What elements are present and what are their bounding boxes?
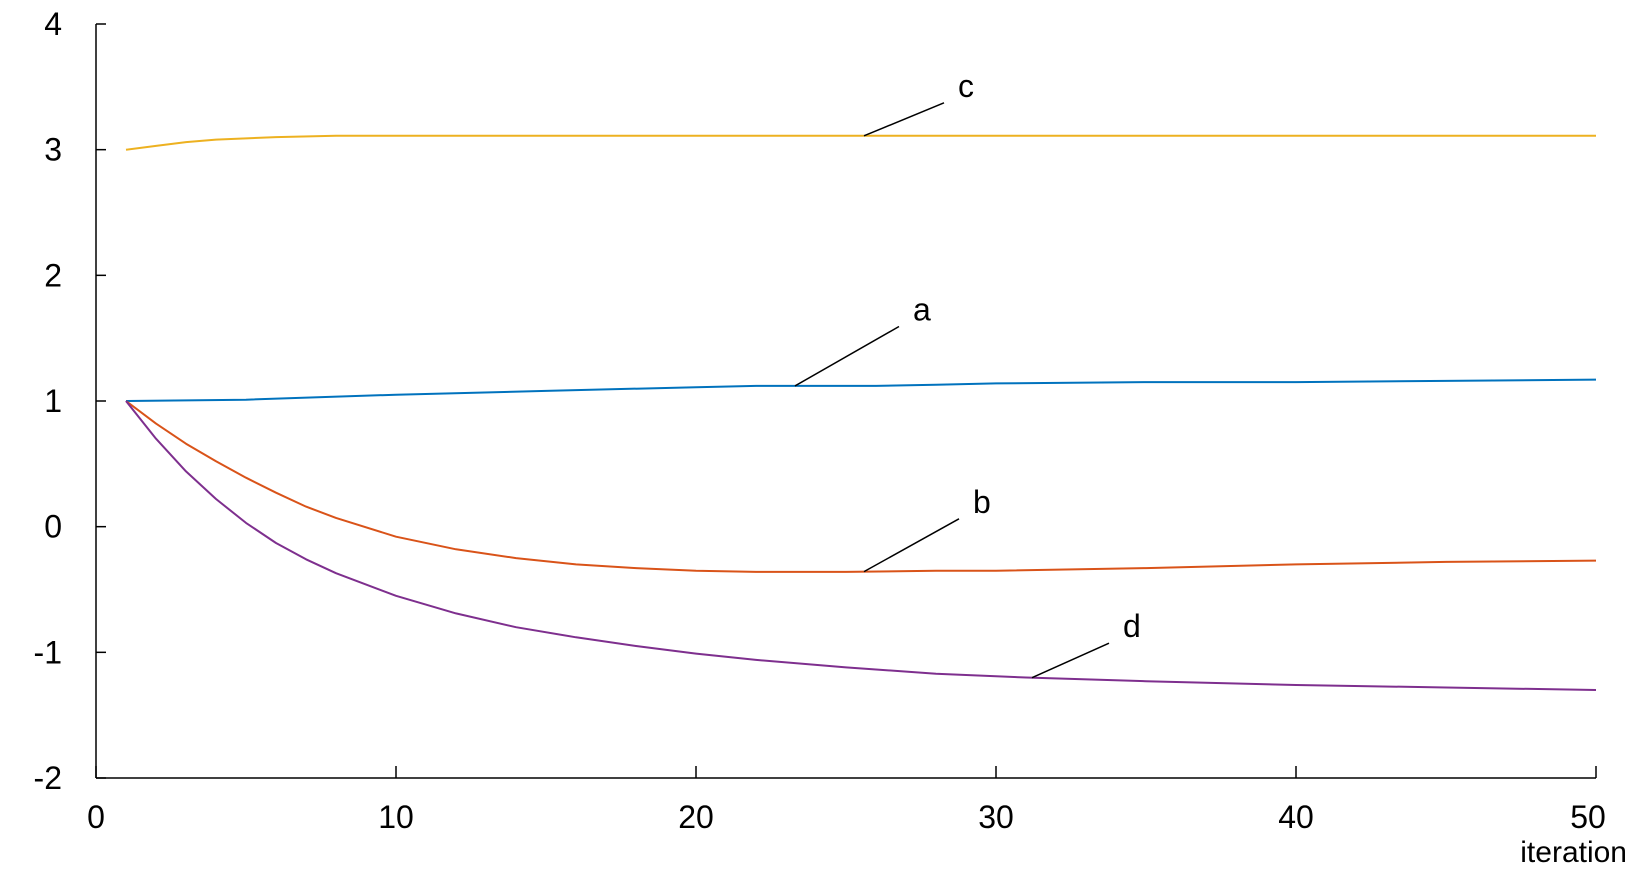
series-label-b: b: [973, 484, 991, 520]
series-layer: c a b d: [125, 68, 1597, 691]
y-tick-label: -2: [34, 760, 62, 796]
y-tick-label: -1: [34, 634, 62, 670]
series-label-d: d: [1123, 608, 1141, 644]
series-label-c: c: [958, 68, 974, 104]
x-tick-label: 10: [378, 799, 414, 835]
x-axis-label: iteration: [1520, 836, 1627, 869]
series-leader-a: [794, 325, 900, 387]
series-leader-c: [863, 102, 945, 137]
y-tick-label: 2: [44, 257, 62, 293]
x-tick-label: 0: [87, 799, 105, 835]
x-tick-label: 20: [678, 799, 714, 835]
y-ticks: -2 -1 0 1 2 3 4: [34, 6, 106, 796]
y-tick-label: 3: [44, 132, 62, 168]
x-ticks: 0 10 20 30 40 50: [87, 766, 1606, 835]
series-leader-b: [863, 518, 960, 573]
series-line-a: [125, 378, 1597, 402]
x-tick-label: 50: [1570, 799, 1606, 835]
series-leader-d: [1031, 642, 1110, 679]
series-line-d: [125, 400, 1597, 691]
series-line-c: [125, 134, 1596, 151]
y-tick-label: 0: [44, 509, 62, 545]
x-tick-label: 40: [1278, 799, 1314, 835]
series-label-a: a: [913, 292, 931, 328]
series-line-b: [125, 400, 1597, 573]
y-tick-label: 1: [44, 383, 62, 419]
x-tick-label: 30: [978, 799, 1014, 835]
y-tick-label: 4: [44, 6, 62, 42]
